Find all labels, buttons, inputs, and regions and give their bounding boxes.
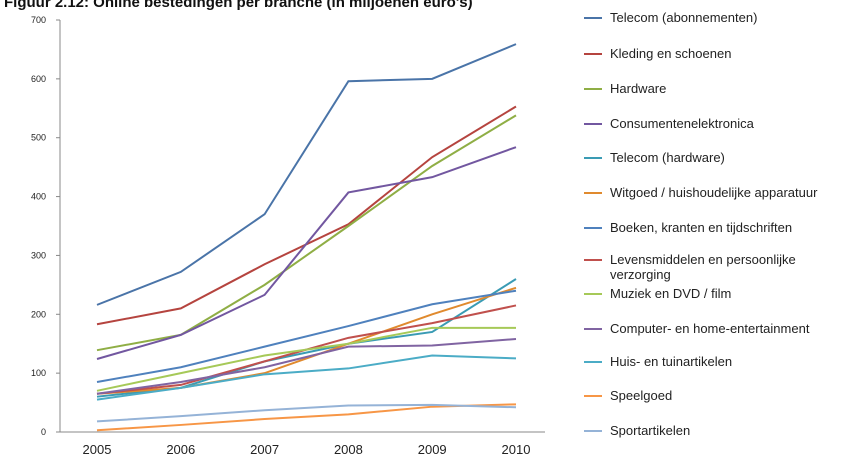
- x-tick-label: 2008: [334, 442, 363, 457]
- chart-title: Figuur 2.12: Online bestedingen per bran…: [4, 0, 473, 11]
- y-tick-label: 500: [31, 133, 46, 143]
- legend-label: Huis- en tuinartikelen: [610, 354, 733, 369]
- y-tick-label: 300: [31, 250, 46, 260]
- y-tick-label: 100: [31, 368, 46, 378]
- legend-item: Hardware: [584, 81, 848, 96]
- x-tick-label: 2006: [166, 442, 195, 457]
- legend-label: Hardware: [610, 81, 667, 96]
- series-line: [96, 289, 517, 383]
- legend-label: Kleding en schoenen: [610, 46, 732, 61]
- legend-item: Huis- en tuinartikelen: [584, 354, 848, 369]
- y-tick-label: 200: [31, 309, 46, 319]
- legend-swatch: [584, 123, 602, 125]
- legend-label: Computer- en home-entertainment: [610, 321, 810, 336]
- series-line: [96, 114, 517, 352]
- x-tick-label: 2010: [502, 442, 531, 457]
- legend-label: Telecom (hardware): [610, 150, 725, 165]
- legend-item: Witgoed / huishoudelijke apparatuur: [584, 185, 848, 200]
- legend-item: Computer- en home-entertainment: [584, 321, 848, 336]
- series-line: [96, 403, 517, 423]
- legend-swatch: [584, 157, 602, 159]
- legend-item: Levensmiddelen en persoonlijke verzorgin…: [584, 252, 848, 282]
- series-line: [96, 43, 517, 306]
- legend-label: Levensmiddelen en persoonlijke verzorgin…: [610, 252, 796, 282]
- legend-label: Consumentenelektronica: [610, 116, 754, 131]
- legend-swatch: [584, 259, 602, 261]
- legend-item: Muziek en DVD / film: [584, 286, 848, 301]
- y-tick-label: 600: [31, 74, 46, 84]
- legend-swatch: [584, 430, 602, 432]
- legend-swatch: [584, 53, 602, 55]
- series-line: [96, 146, 517, 360]
- x-tick-label: 2009: [418, 442, 447, 457]
- legend-swatch: [584, 395, 602, 397]
- legend-label: Witgoed / huishoudelijke apparatuur: [610, 185, 818, 200]
- legend-swatch: [584, 227, 602, 229]
- legend-label: Muziek en DVD / film: [610, 286, 732, 301]
- legend-swatch: [584, 293, 602, 295]
- legend-item: Telecom (hardware): [584, 150, 848, 165]
- legend-label: Boeken, kranten en tijdschriften: [610, 220, 793, 235]
- legend-item: Kleding en schoenen: [584, 46, 848, 61]
- y-tick-label: 400: [31, 192, 46, 202]
- legend-item: Speelgoed: [584, 388, 848, 403]
- series-line: [96, 105, 517, 326]
- legend-swatch: [584, 88, 602, 90]
- legend-swatch: [584, 17, 602, 19]
- x-tick-label: 2005: [83, 442, 112, 457]
- legend-label: Sportartikelen: [610, 423, 691, 438]
- legend-label: Speelgoed: [610, 388, 673, 403]
- series-line: [96, 326, 516, 392]
- legend-swatch: [584, 328, 602, 330]
- legend-item: Boeken, kranten en tijdschriften: [584, 220, 848, 235]
- legend-item: Sportartikelen: [584, 423, 848, 438]
- legend-label: Telecom (abonnementen): [610, 10, 758, 25]
- legend-swatch: [584, 192, 602, 194]
- series-line: [96, 354, 517, 401]
- y-tick-label: 0: [41, 427, 46, 437]
- legend-swatch: [584, 361, 602, 363]
- legend-item: Telecom (abonnementen): [584, 10, 848, 25]
- x-tick-label: 2007: [250, 442, 279, 457]
- series-line: [96, 338, 517, 395]
- y-tick-label: 700: [31, 15, 46, 25]
- legend-item: Consumentenelektronica: [584, 116, 848, 131]
